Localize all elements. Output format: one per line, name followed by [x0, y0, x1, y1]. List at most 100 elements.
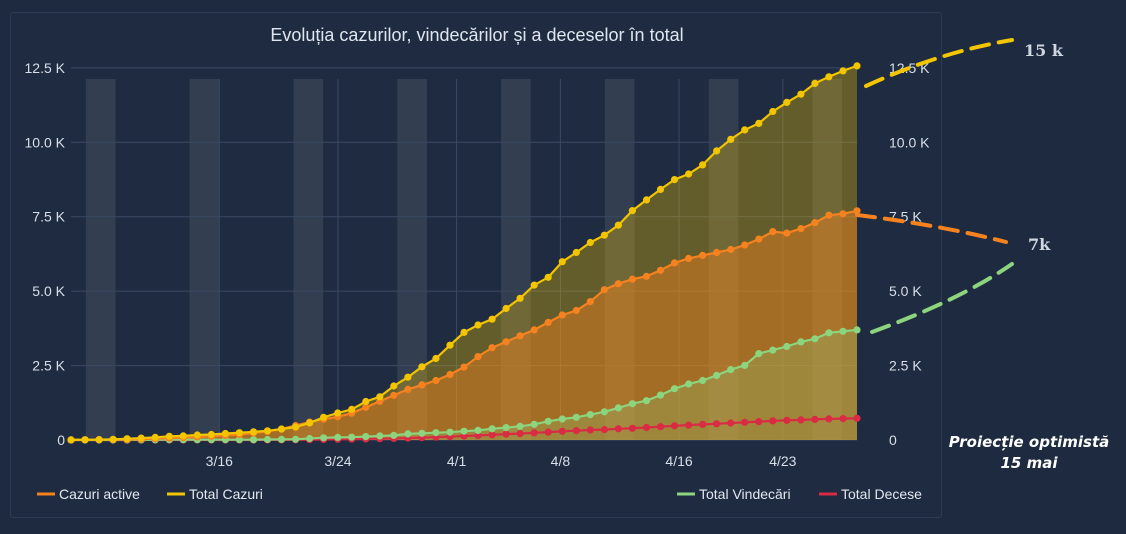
point-total-vindecari	[446, 428, 454, 436]
point-total-vindecari	[249, 436, 258, 444]
point-total-decese	[783, 416, 791, 424]
point-total-vindecari	[811, 335, 819, 343]
point-total-vindecari	[614, 404, 623, 412]
point-total-cazuri	[390, 382, 398, 390]
point-total-vindecari	[235, 436, 243, 444]
point-total-cazuri	[179, 432, 187, 440]
point-total-cazuri	[348, 405, 356, 413]
point-total-cazuri	[193, 431, 201, 439]
projection-caption-line1: Proiecție optimistă	[948, 433, 1110, 451]
point-total-vindecari	[432, 429, 440, 437]
x-tick: 4/16	[665, 453, 692, 469]
point-total-vindecari	[334, 433, 342, 441]
point-total-cazuri	[558, 258, 566, 266]
point-total-vindecari	[797, 338, 805, 346]
point-total-cazuri	[81, 436, 89, 444]
point-total-cazuri	[67, 436, 75, 444]
point-total-cazuri	[263, 427, 272, 435]
point-total-cazuri	[320, 413, 328, 421]
point-total-vindecari	[362, 433, 370, 441]
point-total-cazuri	[769, 107, 777, 116]
legend-label-total-decese[interactable]: Total Decese	[841, 486, 922, 502]
point-total-vindecari	[628, 400, 637, 408]
point-total-vindecari	[586, 411, 594, 419]
point-total-vindecari	[544, 417, 552, 425]
chart-panel: Evoluția cazurilor, vindecărilor și a de…	[10, 12, 942, 518]
y-tick-right: 12.5 K	[889, 60, 930, 76]
point-total-cazuri	[685, 170, 693, 178]
point-total-vindecari	[783, 342, 791, 351]
x-tick: 4/1	[447, 453, 467, 469]
y-tick-left: 0	[57, 432, 65, 448]
point-cazuri-active	[825, 211, 833, 219]
point-cazuri-active	[446, 370, 454, 379]
point-total-vindecari	[263, 435, 272, 444]
point-total-cazuri	[277, 425, 286, 433]
point-total-decese	[713, 420, 721, 428]
legend-label-total-cazuri[interactable]: Total Cazuri	[189, 486, 263, 502]
weekend-band	[85, 79, 116, 440]
point-total-vindecari	[685, 380, 693, 388]
legend-label-total-vindecari[interactable]: Total Vindecări	[699, 486, 791, 502]
point-cazuri-active	[362, 403, 370, 411]
point-total-cazuri	[123, 435, 131, 443]
weekend-band	[501, 79, 531, 440]
point-total-vindecari	[839, 327, 847, 335]
point-cazuri-active	[699, 251, 707, 259]
point-total-cazuri	[418, 363, 426, 371]
point-total-vindecari	[699, 376, 707, 385]
point-cazuri-active	[755, 235, 763, 243]
point-total-cazuri	[404, 373, 412, 381]
point-cazuri-active	[685, 254, 693, 262]
point-total-vindecari	[404, 430, 412, 438]
point-total-vindecari	[558, 415, 566, 423]
point-total-cazuri	[839, 67, 847, 75]
point-cazuri-active	[474, 353, 482, 361]
y-tick-right: 5.0 K	[889, 283, 922, 299]
projection-caption-line2: 15 mai	[1000, 454, 1058, 472]
point-total-vindecari	[390, 431, 398, 439]
weekend-band	[604, 79, 635, 440]
point-total-decese	[586, 426, 594, 434]
point-total-decese	[769, 417, 777, 425]
point-total-vindecari	[713, 371, 721, 379]
point-total-cazuri	[572, 248, 580, 257]
point-cazuri-active	[811, 219, 819, 227]
point-total-vindecari	[320, 434, 328, 442]
point-cazuri-active	[727, 245, 735, 254]
point-total-decese	[488, 431, 496, 439]
point-total-cazuri	[699, 161, 707, 169]
point-total-cazuri	[516, 294, 524, 302]
point-total-vindecari	[488, 425, 496, 433]
point-total-decese	[516, 430, 524, 438]
point-cazuri-active	[488, 344, 496, 352]
point-total-decese	[797, 416, 805, 424]
point-total-vindecari	[474, 426, 482, 434]
y-tick-left: 10.0 K	[25, 134, 66, 150]
point-total-cazuri	[600, 231, 609, 239]
point-total-decese	[825, 415, 833, 423]
point-cazuri-active	[558, 311, 566, 319]
point-cazuri-active	[586, 298, 594, 306]
point-total-decese	[572, 427, 580, 435]
point-total-decese	[530, 429, 538, 437]
point-total-cazuri	[825, 73, 833, 81]
point-total-vindecari	[642, 397, 651, 405]
point-total-decese	[699, 420, 707, 428]
point-total-decese	[670, 422, 679, 430]
point-cazuri-active	[600, 286, 609, 294]
y-tick-right: 7.5 K	[889, 209, 922, 225]
point-total-decese	[811, 415, 819, 423]
point-total-vindecari	[460, 427, 468, 435]
area-total-cazuri	[71, 65, 857, 441]
weekend-band	[293, 79, 324, 440]
point-total-cazuri	[249, 428, 258, 436]
point-total-decese	[628, 424, 637, 432]
projection-caption: Proiecție optimistă 15 mai	[944, 432, 1114, 474]
point-total-vindecari	[516, 422, 524, 430]
point-cazuri-active	[797, 225, 805, 233]
point-total-decese	[474, 431, 482, 440]
point-total-decese	[727, 419, 735, 427]
legend-label-cazuri-active[interactable]: Cazuri active	[59, 486, 140, 502]
point-cazuri-active	[783, 229, 791, 237]
